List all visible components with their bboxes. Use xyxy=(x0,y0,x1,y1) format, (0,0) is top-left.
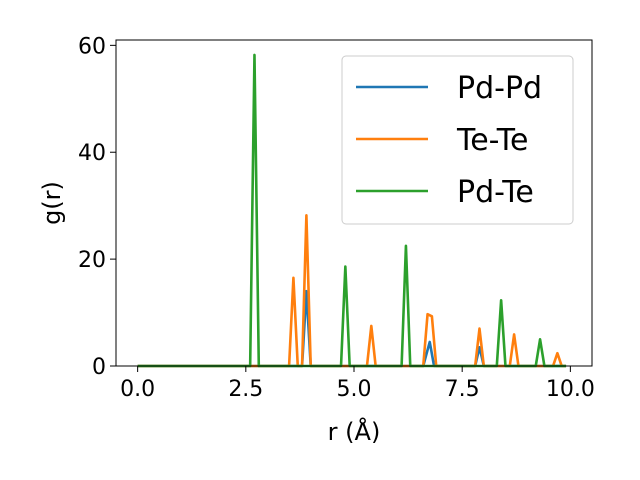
y-tick-label: 60 xyxy=(78,34,106,59)
legend-label-te-te: Te-Te xyxy=(456,123,528,158)
x-tick-label: 5.0 xyxy=(337,377,372,402)
legend: Pd-Pd Te-Te Pd-Te xyxy=(341,55,574,225)
y-axis-ticks: 0 20 40 60 xyxy=(78,34,116,380)
y-tick-label: 0 xyxy=(92,355,106,380)
x-axis-label: r (Å) xyxy=(328,417,381,446)
x-tick-label: 10.0 xyxy=(546,377,595,402)
y-tick-label: 40 xyxy=(78,141,106,166)
legend-label-pd-te: Pd-Te xyxy=(457,175,534,210)
x-tick-label: 2.5 xyxy=(228,377,263,402)
x-tick-label: 7.5 xyxy=(445,377,480,402)
y-tick-label: 20 xyxy=(78,248,106,273)
series-line-pd-pd xyxy=(137,289,567,368)
x-axis-ticks: 0.0 2.5 5.0 7.5 10.0 xyxy=(120,366,595,402)
series-line-pd-te xyxy=(137,53,567,368)
legend-label-pd-pd: Pd-Pd xyxy=(457,71,542,106)
legend-box xyxy=(341,55,574,225)
x-tick-label: 0.0 xyxy=(120,377,155,402)
y-axis-label: g(r) xyxy=(38,181,66,225)
